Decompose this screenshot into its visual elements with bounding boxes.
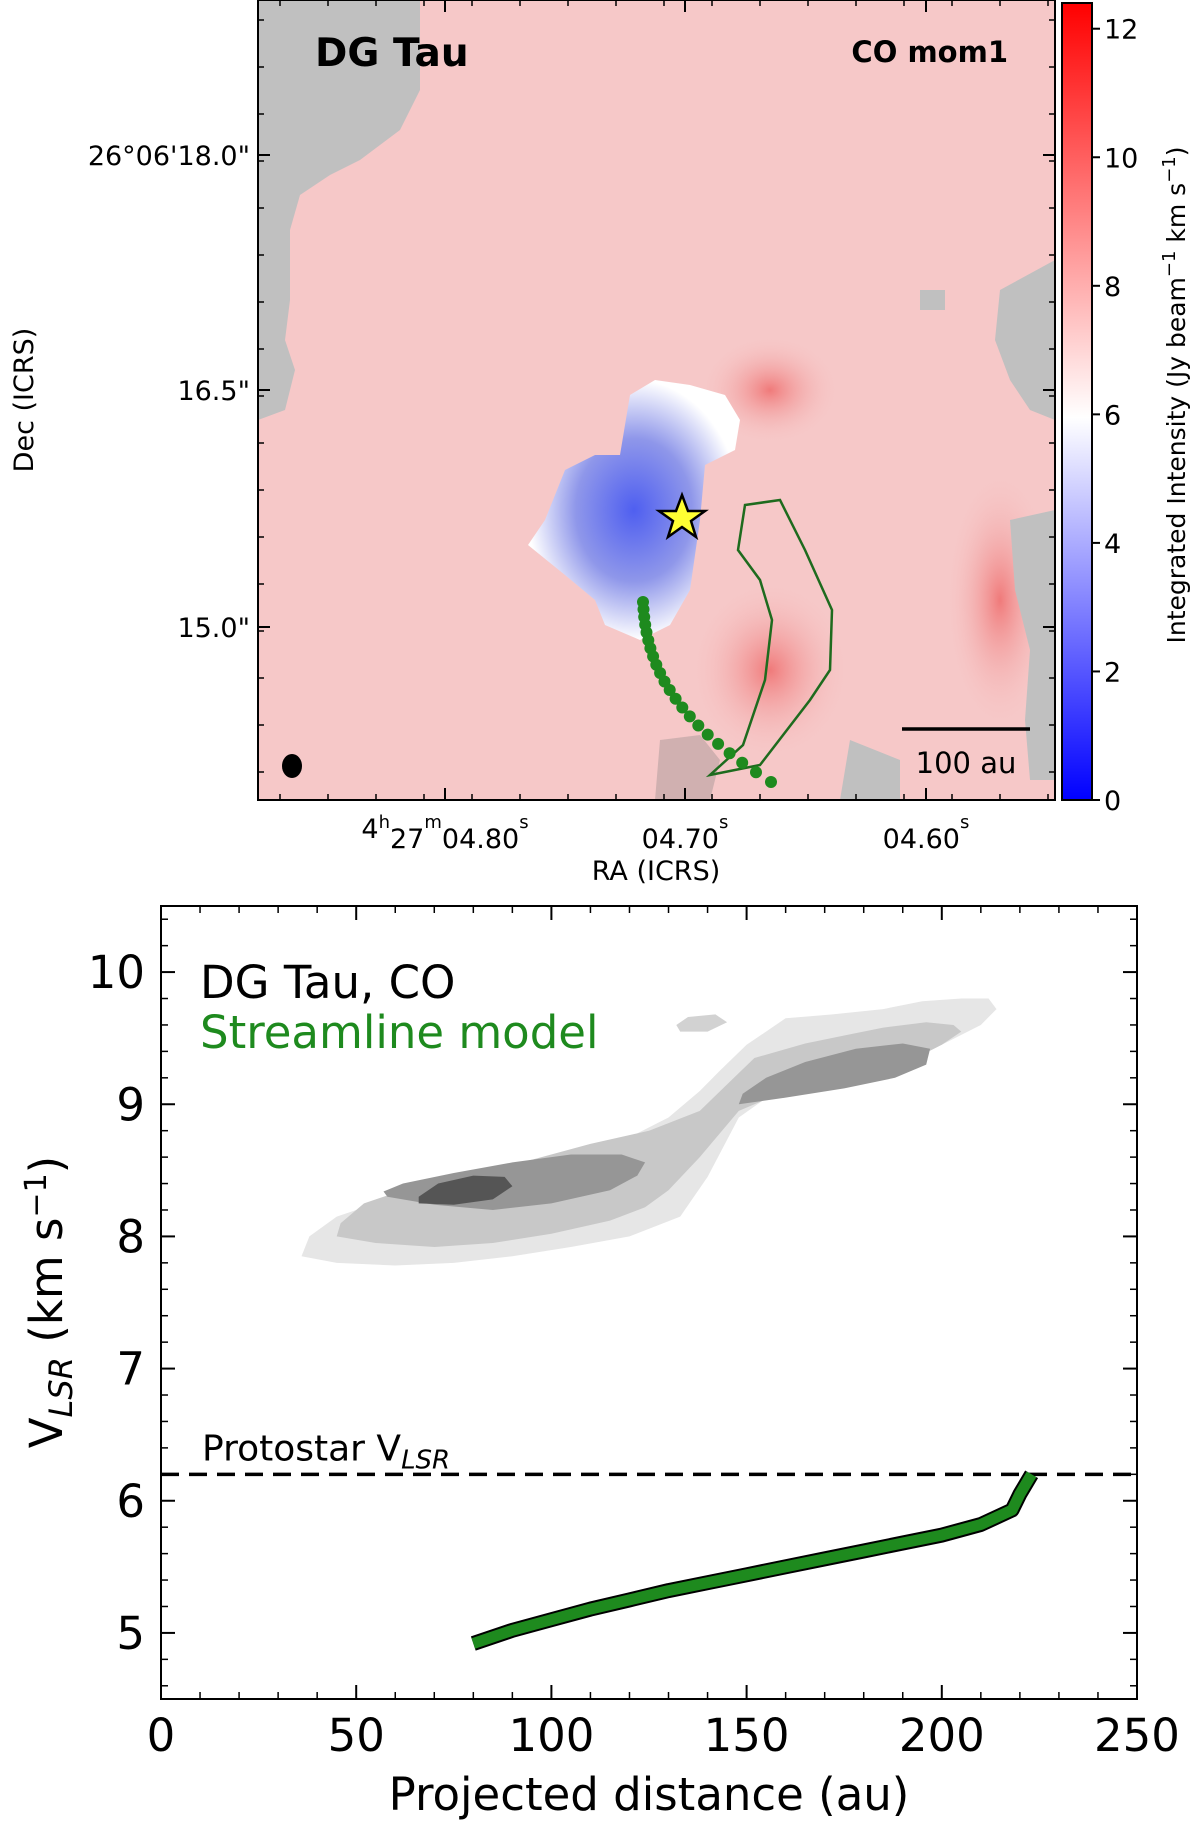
map-y-tick-label: 16.5" — [177, 376, 250, 407]
red-emission-region — [690, 580, 850, 760]
map-y-tick-label: 26°06'18.0" — [88, 141, 250, 172]
map-x-tick-label: 4h27m04.80s — [361, 812, 528, 855]
blueshifted-emission — [528, 380, 740, 640]
legend-model-label: Streamline model — [200, 1006, 598, 1059]
streamline-model-dot — [663, 684, 676, 696]
pv-y-tick-label: 5 — [116, 1607, 145, 1660]
map-x-tick-labels: 4h27m04.80s 04.70s 04.60s — [361, 812, 969, 855]
no-data-region — [258, 0, 420, 420]
map-x-axis-label: RA (ICRS) — [592, 856, 721, 887]
map-y-tick-label: 15.0" — [177, 613, 250, 644]
pv-x-tick-label: 0 — [147, 1709, 176, 1762]
colorbar-tick-label: 10 — [1104, 143, 1138, 174]
pv-x-tick-label: 150 — [704, 1709, 790, 1762]
streamline-model-dot — [669, 692, 682, 705]
streamline-model-dot — [723, 747, 736, 760]
pv-y-axis-label: VLSR (km s−1) — [19, 1156, 80, 1448]
colorbar-tick-label: 8 — [1104, 272, 1121, 303]
pv-y-tick-label: 7 — [116, 1343, 145, 1396]
no-data-region — [1010, 510, 1055, 780]
protostar-star-icon — [655, 491, 709, 541]
pv-series — [470, 1470, 1039, 1651]
map-x-tick-label: 04.70s — [642, 812, 729, 855]
pv-contour-level-4 — [738, 1043, 931, 1105]
model-region-outline — [705, 498, 834, 778]
pv-contour-level-6 — [676, 1014, 728, 1032]
streamline-model-dot — [701, 728, 714, 741]
source-label: DG Tau — [315, 31, 469, 76]
no-data-region — [655, 735, 720, 800]
map-image — [258, 0, 1055, 800]
streamline-model-dot — [676, 701, 689, 714]
colorbar-gradient — [1061, 2, 1093, 801]
pv-x-axis-label: Projected distance (au) — [389, 1768, 910, 1821]
pv-contour-level-5 — [418, 1175, 513, 1205]
colorbar-tick-label: 2 — [1104, 657, 1121, 688]
mom1-map-panel: 100 au DG Tau CO mom1 26°06'18.0" 16.5" 15… — [9, 0, 1191, 887]
pv-x-tick-label: 250 — [1094, 1709, 1180, 1762]
legend-data-label: DG Tau, CO — [200, 956, 455, 1009]
map-x-tick-label: 04.60s — [883, 812, 970, 855]
map-y-tick-labels: 26°06'18.0" 16.5" 15.0" — [88, 141, 250, 644]
pv-x-tick-label: 200 — [899, 1709, 985, 1762]
colorbar-tick-label: 0 — [1104, 786, 1121, 817]
colorbar: 0 2 4 6 8 10 12 Integrated Intensity (Jy beam−… — [1061, 2, 1191, 817]
colorbar-ticks: 0 2 4 6 8 10 12 — [1092, 15, 1138, 817]
pv-contours — [301, 998, 997, 1266]
no-data-region — [995, 260, 1055, 420]
pv-frame — [160, 905, 1138, 1700]
colorbar-tick-label: 4 — [1104, 529, 1121, 560]
streamline-model-line — [471, 1471, 1037, 1649]
pv-x-tick-label: 100 — [508, 1709, 594, 1762]
map-y-axis-label: Dec (ICRS) — [9, 328, 40, 473]
pv-y-tick-label: 6 — [116, 1475, 145, 1528]
pv-ticks — [160, 906, 1138, 1699]
protostar-vlsr-label: Protostar VLSR — [202, 1428, 450, 1475]
streamline-model-dot — [765, 776, 777, 788]
streamline-model-dot — [736, 756, 749, 769]
streamline-model-dot — [683, 710, 696, 723]
streamline-model-dot — [750, 766, 762, 779]
streamline-model-dot — [692, 719, 705, 732]
pv-x-tick-labels: 0 50 100 150 200 250 — [147, 1709, 1180, 1762]
pv-diagram-panel: 0 50 100 150 200 250 5 6 7 8 9 10 DG Tau, CO Strea… — [19, 905, 1180, 1821]
no-data-region — [840, 740, 900, 800]
pv-y-tick-label: 10 — [88, 946, 145, 999]
streamline-model-dot — [712, 737, 725, 750]
no-data-region — [920, 290, 945, 310]
pv-y-tick-label: 8 — [116, 1210, 145, 1263]
pv-x-tick-label: 50 — [328, 1709, 385, 1762]
pv-y-tick-label: 9 — [116, 1078, 145, 1131]
colorbar-tick-label: 6 — [1104, 400, 1121, 431]
map-label: CO mom1 — [851, 35, 1008, 69]
colorbar-label: Integrated Intensity (Jy beam−1 km s−1) — [1159, 146, 1191, 643]
map-frame — [257, 0, 1056, 801]
colorbar-tick-label: 12 — [1104, 15, 1138, 46]
streamline-model-dots — [637, 596, 777, 788]
pv-y-tick-labels: 5 6 7 8 9 10 — [88, 946, 145, 1660]
scalebar-label: 100 au — [916, 746, 1017, 780]
beam-ellipse — [282, 754, 302, 778]
